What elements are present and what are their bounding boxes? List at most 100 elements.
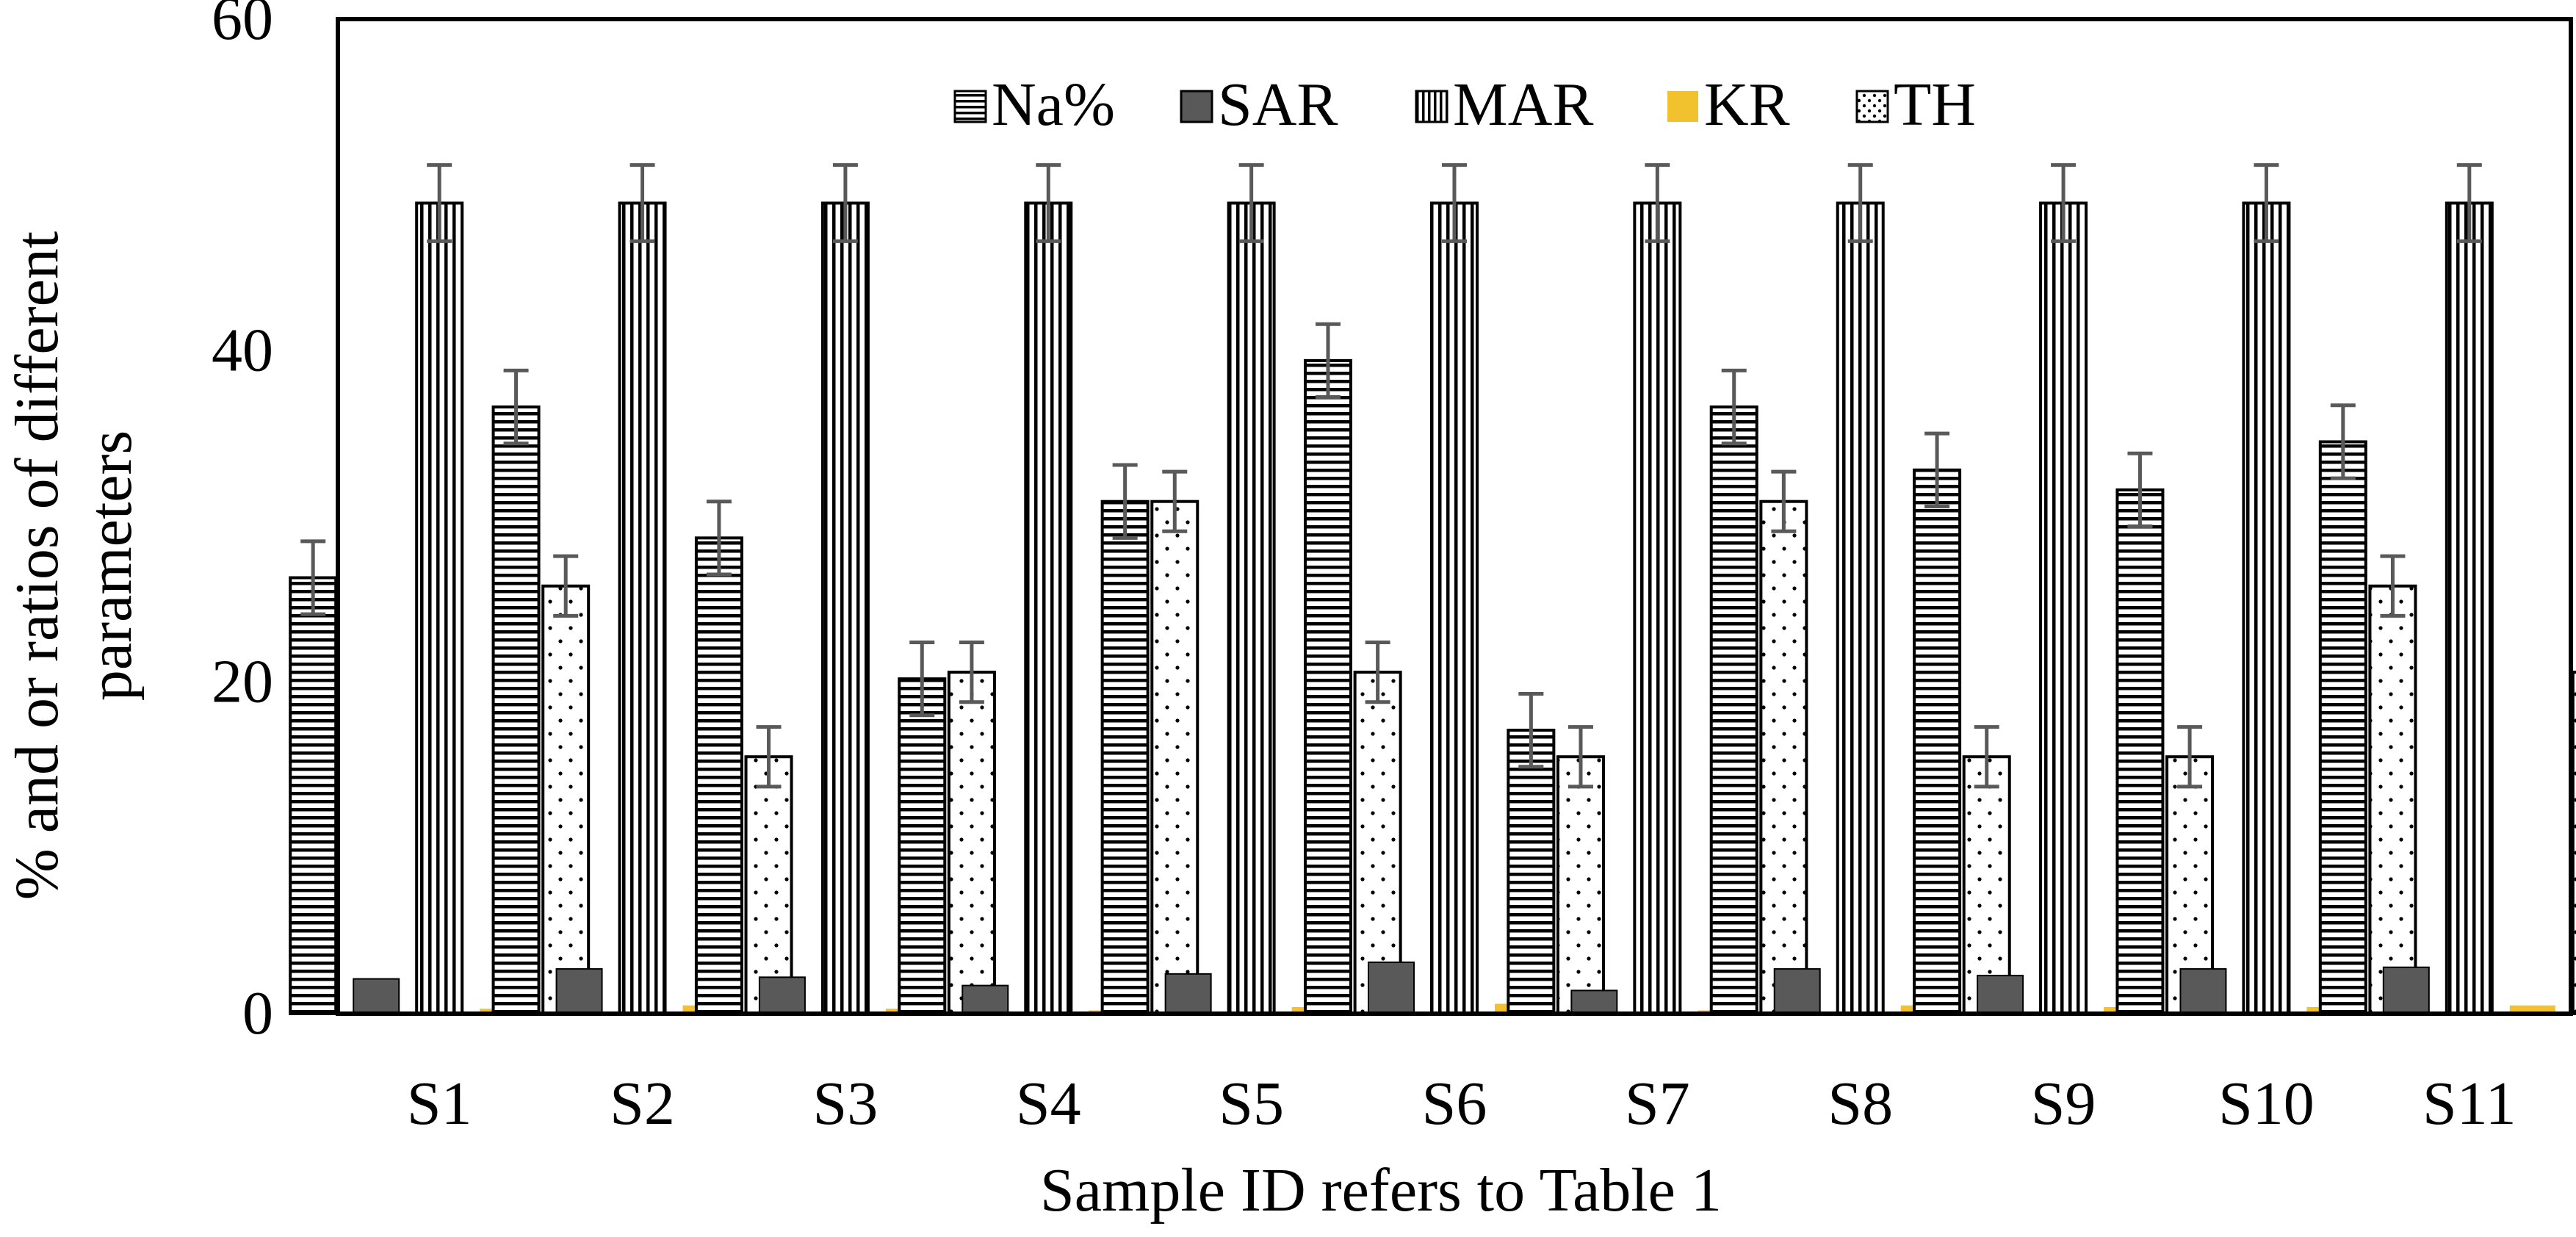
error-bar-na-pct-s1 [300,539,326,616]
bar-mar-s2 [618,201,667,1015]
legend-swatch-na-pct [953,90,987,123]
legend-item-na-pct: Na% [953,71,1115,139]
error-bar-th-s3 [959,641,984,704]
bar-th-s2 [744,755,793,1015]
error-bar-th-s1 [553,554,579,618]
legend-item-kr: KR [1667,71,1790,139]
error-bar-na-pct-s7 [1518,691,1544,769]
x-tick-label: S10 [2218,1070,2315,1138]
bar-th-s7 [1759,500,1808,1015]
x-tick-label: S11 [2422,1070,2517,1138]
bar-na-pct-s4 [898,677,947,1015]
bar-na-pct-s11 [2318,440,2367,1015]
y-axis-label-line-1: % and or ratios of different [3,231,71,900]
bar-sar-s7 [1570,989,1618,1014]
bar-sar-s10 [2179,968,2227,1014]
bar-mar-s1 [415,201,464,1015]
x-tick-label: S4 [1016,1070,1081,1138]
legend-label-kr: KR [1704,71,1790,139]
bar-kr-s11 [2509,1005,2555,1014]
error-bar-th-s7 [1771,469,1797,533]
error-bar-na-pct-s11 [2330,403,2356,480]
legend-label-sar: SAR [1218,71,1338,139]
legend-item-mar: MAR [1415,71,1593,139]
error-bar-th-s6 [1568,725,1593,789]
bar-mar-s11 [2445,201,2494,1015]
y-tick-label: 0 [242,979,273,1047]
error-bar-th-s8 [1974,725,1999,789]
x-tick-label: S3 [813,1070,878,1138]
error-bar-na-pct-s9 [1924,431,1950,508]
error-bar-th-s9 [2177,725,2203,789]
error-bar-mar-s8 [1847,163,1873,243]
bar-mar-s4 [1024,201,1073,1015]
bar-mar-s6 [1430,201,1479,1015]
bar-na-pct-s8 [1709,405,1758,1015]
bar-sar-s5 [1164,973,1212,1014]
y-tick-label: 20 [212,648,273,716]
bar-sar-s9 [1977,975,2024,1015]
error-bar-mar-s4 [1036,163,1061,243]
bar-sar-s8 [1773,968,1821,1014]
bar-mar-s10 [2242,201,2291,1015]
legend-item-sar: SAR [1180,71,1338,139]
bar-mar-s8 [1836,201,1885,1015]
bar-na-pct-s9 [1913,468,1962,1015]
error-bar-mar-s10 [2254,163,2279,243]
error-bar-na-pct-s5 [1112,463,1138,540]
error-bar-th-s2 [756,725,782,789]
bar-na-pct-s7 [1507,729,1556,1015]
error-bar-mar-s11 [2456,163,2482,243]
error-bar-na-pct-s10 [2127,451,2153,529]
bar-mar-s9 [2039,201,2088,1015]
bar-th-s11 [2571,671,2576,1015]
x-tick-label: S1 [407,1070,472,1138]
error-bars-layer [300,163,2482,789]
bar-sar-s6 [1368,962,1415,1014]
bar-na-pct-s6 [1304,358,1352,1015]
error-bar-mar-s6 [1442,163,1467,243]
bar-th-s10 [2368,584,2417,1015]
legend-swatch-th [1855,90,1889,123]
x-tick-labels: S1 S2 S3 S4 S5 S6 S7 S8 S9 S10 S11 [407,1070,2517,1138]
bar-mar-s7 [1633,201,1682,1015]
bar-sar-s1 [353,978,400,1014]
error-bar-mar-s9 [2051,163,2077,243]
legend-item-th: TH [1855,71,1976,139]
y-tick-labels: 0 20 40 60 [212,0,273,1047]
error-bar-na-pct-s3 [706,500,732,577]
bar-na-pct-s3 [694,536,743,1015]
x-tick-label: S2 [610,1070,675,1138]
plot-frame [336,17,2573,1016]
x-tick-label: S9 [2031,1070,2096,1138]
error-bar-mar-s1 [427,163,452,243]
x-axis-label: Sample ID refers to Table 1 [1040,1156,1722,1225]
error-bar-na-pct-s6 [1316,322,1341,400]
bar-mar-s5 [1227,201,1276,1015]
bar-na-pct-s2 [491,405,541,1015]
error-bar-na-pct-s2 [503,368,529,446]
bar-na-pct-s1 [289,576,338,1015]
bar-th-s3 [947,671,996,1015]
bar-mar-s3 [820,201,870,1015]
legend-swatch-mar [1415,90,1448,123]
x-tick-label: S6 [1422,1070,1487,1138]
bar-th-s1 [541,584,591,1015]
bar-na-pct-s5 [1100,500,1150,1015]
error-bar-mar-s7 [1645,163,1670,243]
bar-sar-s4 [962,984,1009,1015]
error-bar-mar-s2 [629,163,655,243]
y-tick-label: 60 [212,0,273,53]
x-tick-label: S7 [1625,1070,1690,1138]
bars-layer [289,201,2576,1015]
bar-th-s4 [1150,500,1199,1015]
bar-sar-s2 [555,968,603,1014]
bar-sar-s11 [2382,966,2430,1015]
legend-swatch-sar [1180,90,1213,123]
bar-sar-s3 [758,976,806,1015]
bar-th-s6 [1556,755,1605,1015]
error-bar-th-s5 [1365,641,1390,704]
error-bar-mar-s5 [1238,163,1264,243]
